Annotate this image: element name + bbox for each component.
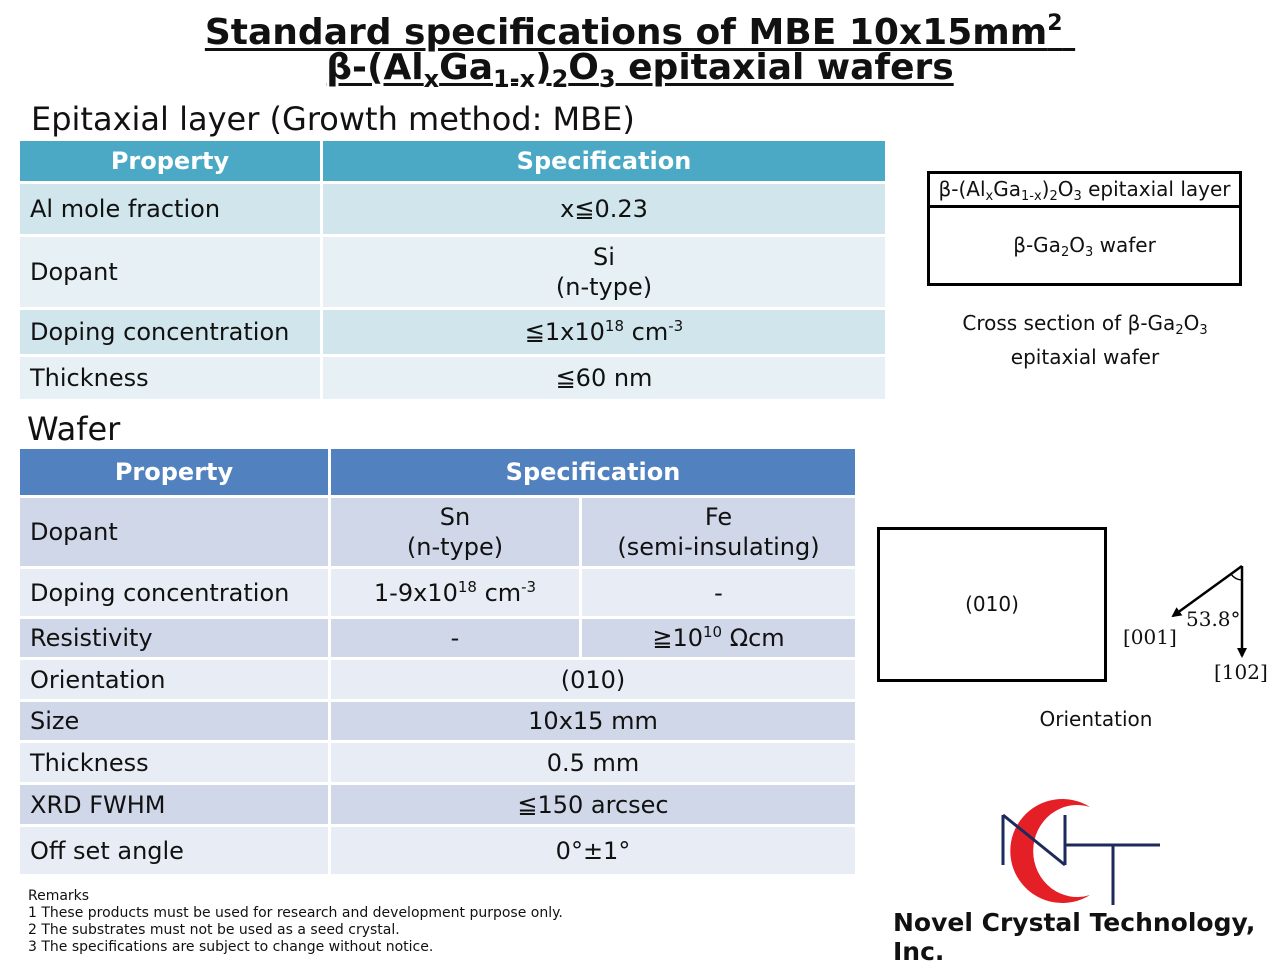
direction-102-label: [102] [1214, 660, 1268, 684]
page-title: Standard specifications of MBE 10x15mm2 [0, 2, 1280, 55]
table-row: Thickness ≦60 nm [20, 357, 885, 399]
table-row: Dopant Sn (n-type) Fe (semi-insulating) [20, 498, 855, 566]
wafer-orientation-value: (010) [331, 660, 855, 699]
epi-al-label: Al mole fraction [20, 184, 320, 234]
cross-section-caption: Cross section of β-Ga2O3 epitaxial wafer [962, 311, 1208, 369]
wafer-offset-label: Off set angle [20, 827, 328, 874]
epi-section-heading: Epitaxial layer (Growth method: MBE) [31, 100, 635, 138]
wafer-doping-sn: 1-9x1018 cm-3 [331, 569, 579, 616]
table-row: Dopant Si (n-type) [20, 237, 885, 307]
substrate-wafer-box: β-Ga2O3 wafer [1013, 233, 1156, 260]
wafer-dopant-sn: Sn (n-type) [331, 498, 579, 566]
epi-dopant-value: Si (n-type) [323, 237, 885, 307]
wafer-resistivity-label: Resistivity [20, 619, 328, 657]
epi-header-property: Property [20, 141, 320, 181]
orientation-wafer-box: (010) [877, 527, 1107, 682]
remarks: Remarks 1 These products must be used fo… [28, 888, 563, 956]
table-row: Off set angle 0°±1° [20, 827, 855, 874]
title-line2: β-(AlxGa1-x)2O3 epitaxial wafers [326, 47, 954, 93]
table-row: Doping concentration ≦1x1018 cm-3 [20, 310, 885, 354]
table-row: Doping concentration 1-9x1018 cm-3 - [20, 569, 855, 616]
title-line1: Standard specifications of MBE 10x15mm2 [204, 11, 1063, 53]
table-row: Resistivity - ≧1010 Ωcm [20, 619, 855, 657]
wafer-header-row: Property Specification [20, 449, 855, 495]
plane-label: (010) [965, 592, 1019, 616]
wafer-size-value: 10x15 mm [331, 702, 855, 740]
wafer-thickness-value: 0.5 mm [331, 743, 855, 782]
cross-section-diagram: β-(AlxGa1-x)2O3 epitaxial layer β-Ga2O3 … [927, 171, 1242, 286]
wafer-xrd-label: XRD FWHM [20, 785, 328, 824]
epi-doping-value: ≦1x1018 cm-3 [323, 310, 885, 354]
epi-header-row: Property Specification [20, 141, 885, 181]
angle-label: 53.8° [1186, 607, 1241, 631]
remarks-heading: Remarks [28, 888, 90, 904]
angle-arc [1230, 573, 1243, 581]
epi-spec-table: Property Specification Al mole fraction … [17, 138, 888, 402]
wafer-resistivity-fe: ≧1010 Ωcm [582, 619, 855, 657]
table-row: Size 10x15 mm [20, 702, 855, 740]
table-row: Thickness 0.5 mm [20, 743, 855, 782]
wafer-section-heading: Wafer [27, 410, 121, 448]
axis-001-arrow [1171, 564, 1243, 618]
epi-thickness-value: ≦60 nm [323, 357, 885, 399]
table-row: XRD FWHM ≦150 arcsec [20, 785, 855, 824]
remark-item: 1 These products must be used for resear… [28, 905, 563, 921]
wafer-orientation-label: Orientation [20, 660, 328, 699]
wafer-thickness-label: Thickness [20, 743, 328, 782]
table-row: Orientation (010) [20, 660, 855, 699]
epi-al-value: x≦0.23 [323, 184, 885, 234]
orientation-axes [1171, 564, 1247, 658]
direction-001-label: [001] [1123, 625, 1177, 649]
epi-thickness-label: Thickness [20, 357, 320, 399]
wafer-size-label: Size [20, 702, 328, 740]
logo-crescent-icon [1010, 799, 1090, 903]
wafer-doping-label: Doping concentration [20, 569, 328, 616]
wafer-header-property: Property [20, 449, 328, 495]
company-name: Novel Crystal Technology, Inc. [893, 908, 1256, 966]
epi-doping-label: Doping concentration [20, 310, 320, 354]
wafer-xrd-value: ≦150 arcsec [331, 785, 855, 824]
wafer-header-specification: Specification [331, 449, 855, 495]
remark-item: 2 The substrates must not be used as a s… [28, 922, 400, 938]
remark-item: 3 The specifications are subject to chan… [28, 939, 434, 955]
wafer-spec-table: Property Specification Dopant Sn (n-type… [17, 446, 858, 877]
page-subtitle: β-(AlxGa1-x)2O3 epitaxial wafers [0, 46, 1280, 101]
wafer-dopant-label: Dopant [20, 498, 328, 566]
logo-t-icon [1065, 843, 1160, 905]
wafer-dopant-fe: Fe (semi-insulating) [582, 498, 855, 566]
wafer-doping-fe: - [582, 569, 855, 616]
wafer-offset-value: 0°±1° [331, 827, 855, 874]
epi-header-specification: Specification [323, 141, 885, 181]
orientation-caption: Orientation [1039, 707, 1153, 731]
logo-n-icon [1001, 813, 1067, 867]
wafer-resistivity-sn: - [331, 619, 579, 657]
table-row: Al mole fraction x≦0.23 [20, 184, 885, 234]
epitaxial-layer-box: β-(AlxGa1-x)2O3 epitaxial layer [930, 174, 1239, 208]
epi-dopant-label: Dopant [20, 237, 320, 307]
company-logo [1001, 799, 1160, 905]
